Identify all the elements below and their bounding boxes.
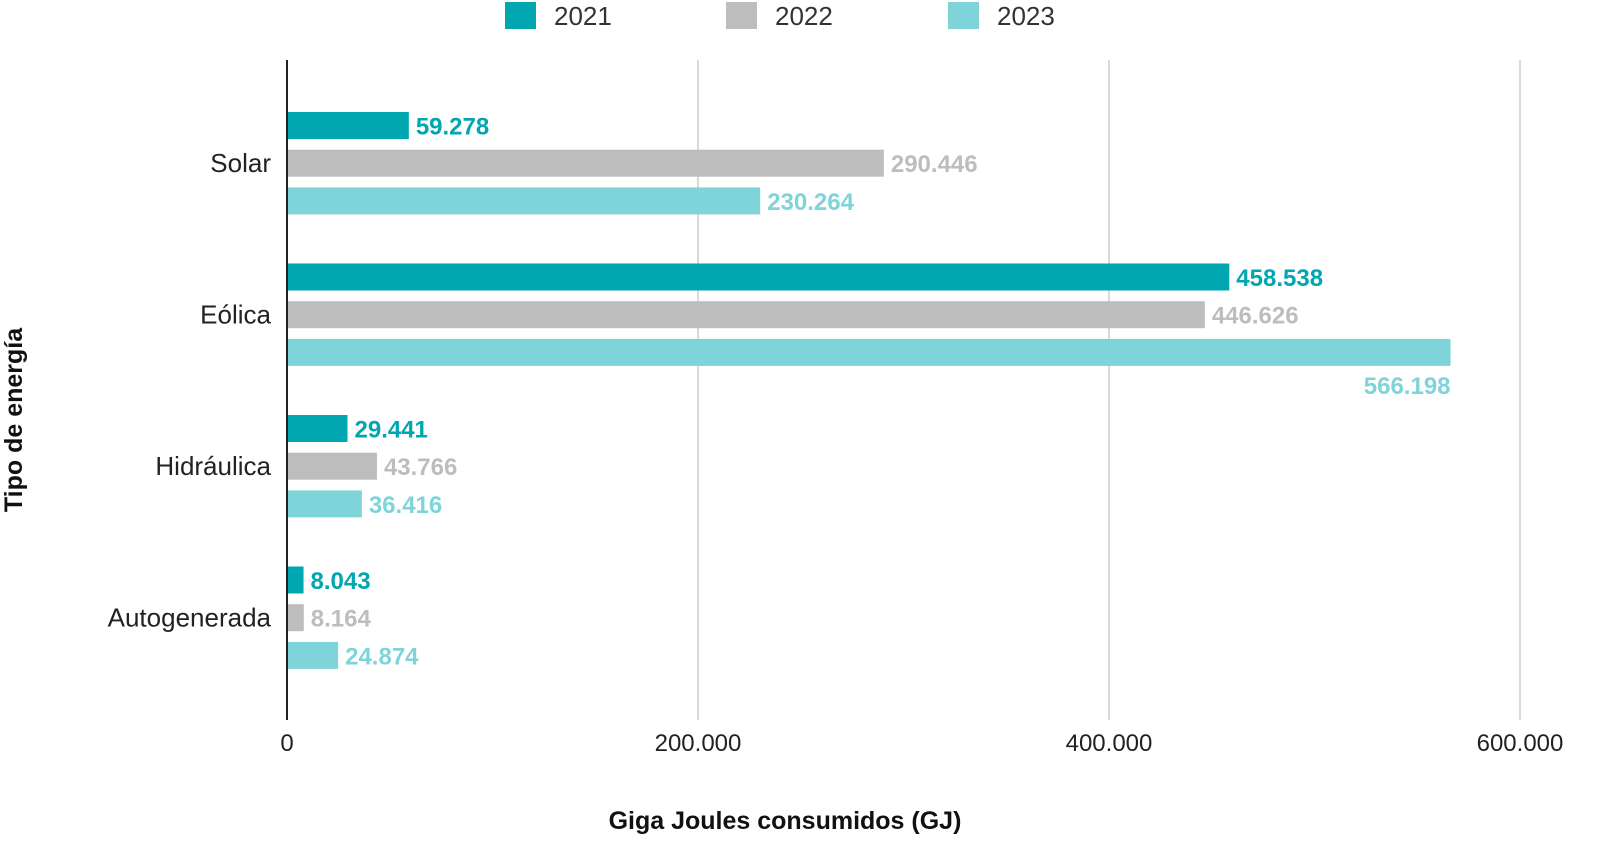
data-label: 446.626 (1212, 303, 1299, 330)
legend: 2021 2022 2023 (505, 1, 1055, 31)
data-label: 230.264 (767, 189, 854, 216)
legend-label: 2023 (997, 1, 1055, 31)
bar (287, 566, 304, 594)
y-axis-title: Tipo de energía (0, 327, 28, 512)
legend-label: 2021 (554, 1, 612, 31)
bar (287, 301, 1205, 329)
legend-label: 2022 (775, 1, 833, 31)
bar (287, 490, 362, 518)
data-label: 43.766 (384, 454, 457, 481)
data-label: 8.164 (311, 606, 372, 633)
data-label: 290.446 (891, 151, 978, 178)
data-label: 24.874 (345, 643, 419, 670)
x-tick-label: 400.000 (1066, 730, 1153, 757)
category-label: Eólica (200, 300, 271, 330)
bar (287, 604, 304, 632)
bar (287, 338, 1451, 366)
bar (287, 263, 1230, 291)
bar (287, 149, 884, 177)
category-label: Autogenerada (108, 603, 272, 633)
bar (287, 187, 761, 215)
legend-swatch (505, 2, 536, 29)
x-tick-label: 600.000 (1477, 730, 1564, 757)
legend-swatch (726, 2, 757, 29)
data-label: 8.043 (311, 568, 371, 595)
bar (287, 415, 348, 442)
data-label: 458.538 (1236, 265, 1323, 292)
bar (287, 112, 409, 139)
category-label: Solar (210, 148, 271, 178)
bar (287, 641, 339, 669)
x-tick-label: 0 (280, 730, 293, 757)
x-axis-title: Giga Joules consumidos (GJ) (609, 807, 962, 835)
bars: 59.278 290.446 230.264 458.538 446.626 566.19… (287, 112, 1451, 670)
data-label: 29.441 (355, 417, 428, 444)
x-tick-labels: 0 200.000 400.000 600.000 (280, 730, 1563, 757)
data-label: 59.278 (416, 114, 489, 141)
category-labels: Solar Eólica Hidráulica Autogenerada (108, 148, 272, 633)
x-tick-label: 200.000 (655, 730, 742, 757)
category-label: Hidráulica (155, 451, 271, 481)
legend-swatch (948, 2, 979, 29)
data-label: 566.198 (1364, 373, 1451, 400)
bar (287, 452, 377, 480)
data-label: 36.416 (369, 492, 442, 519)
